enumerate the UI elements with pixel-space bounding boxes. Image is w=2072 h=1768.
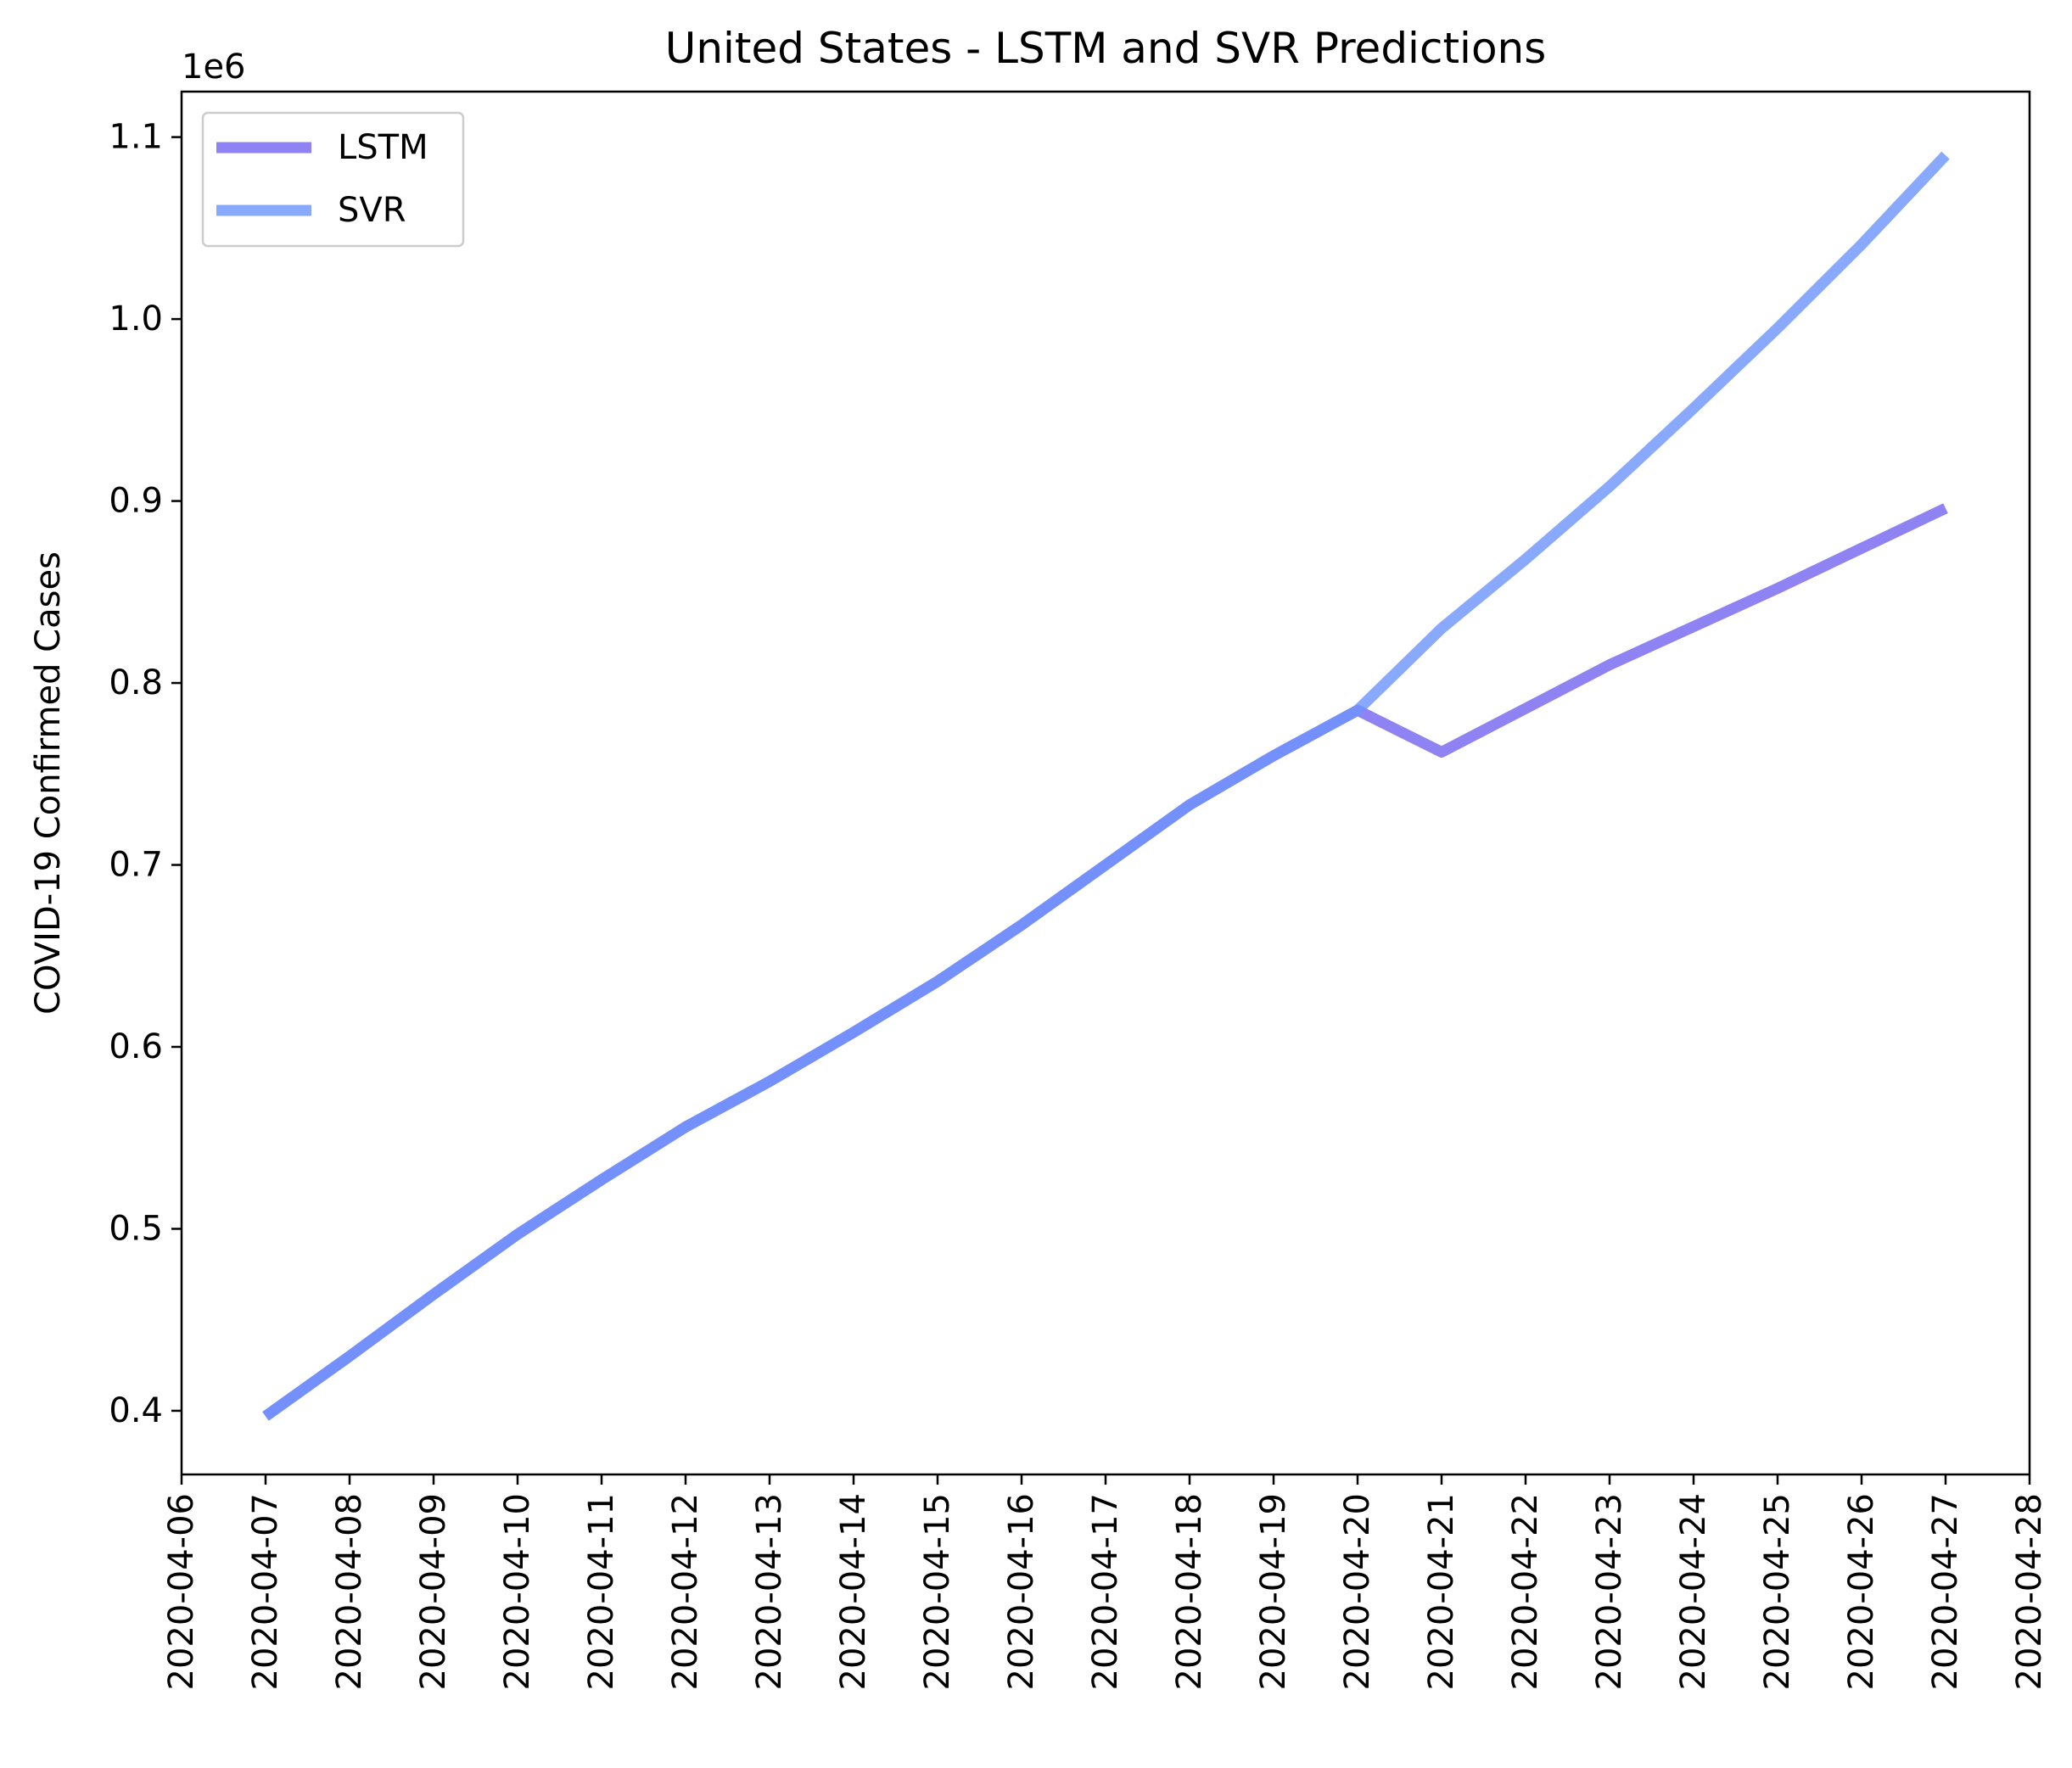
x-tick-label: 2020-04-16 xyxy=(1002,1493,1041,1690)
y-axis: 0.4 0.5 0.6 0.7 0.8 0.9 1.0 1.1 xyxy=(109,118,182,1430)
x-tick-label: 2020-04-21 xyxy=(1422,1493,1461,1690)
x-tick-label: 2020-04-09 xyxy=(414,1493,453,1690)
y-axis-label: COVID-19 Confirmed Cases xyxy=(29,551,68,1015)
y-tick-label: 0.8 xyxy=(109,663,163,702)
x-tick-label: 2020-04-08 xyxy=(330,1493,369,1690)
x-tick-label: 2020-04-20 xyxy=(1338,1493,1377,1690)
x-tick-label: 2020-04-13 xyxy=(750,1493,789,1690)
x-tick-label: 2020-04-07 xyxy=(246,1493,285,1690)
y-tick-label: 0.5 xyxy=(109,1209,163,1248)
x-tick-label: 2020-04-18 xyxy=(1170,1493,1209,1690)
legend: LSTM SVR xyxy=(201,111,465,248)
x-tick-label: 2020-04-23 xyxy=(1590,1493,1629,1690)
x-tick-label: 2020-04-22 xyxy=(1506,1493,1545,1690)
legend-label-svr: SVR xyxy=(338,191,406,230)
x-tick-label: 2020-04-25 xyxy=(1758,1493,1797,1690)
x-tick-label: 2020-04-19 xyxy=(1254,1493,1293,1690)
plot-layer xyxy=(262,151,1950,1421)
x-tick-label: 2020-04-26 xyxy=(1842,1493,1881,1690)
x-tick-label: 2020-04-24 xyxy=(1674,1493,1713,1690)
x-tick-label: 2020-04-15 xyxy=(918,1493,957,1690)
legend-items: LSTM SVR xyxy=(216,128,428,230)
y-tick-label: 0.9 xyxy=(109,482,163,521)
y-tick-label: 1.1 xyxy=(109,118,163,157)
x-tick-label: 2020-04-10 xyxy=(498,1493,537,1690)
y-offset-label: 1e6 xyxy=(182,48,246,87)
legend-label-lstm: LSTM xyxy=(338,128,428,167)
y-tick-label: 0.4 xyxy=(109,1391,163,1430)
x-tick-label: 2020-04-27 xyxy=(1926,1493,1965,1690)
x-tick-label: 2020-04-11 xyxy=(582,1493,621,1690)
series-line-svr xyxy=(262,151,1950,1421)
chart-title: United States - LSTM and SVR Predictions xyxy=(665,24,1547,73)
x-tick-label: 2020-04-17 xyxy=(1086,1493,1125,1690)
y-tick-label: 0.7 xyxy=(109,846,163,885)
x-tick-label: 2020-04-28 xyxy=(2010,1493,2049,1690)
y-tick-label: 0.6 xyxy=(109,1027,163,1066)
x-tick-label: 2020-04-14 xyxy=(834,1493,873,1690)
y-tick-label: 1.0 xyxy=(109,299,163,338)
x-tick-label: 2020-04-12 xyxy=(666,1493,705,1690)
x-axis: 2020-04-06 2020-04-07 2020-04-08 2020-04-09… xyxy=(162,1474,2049,1690)
x-tick-label: 2020-04-06 xyxy=(162,1493,201,1690)
